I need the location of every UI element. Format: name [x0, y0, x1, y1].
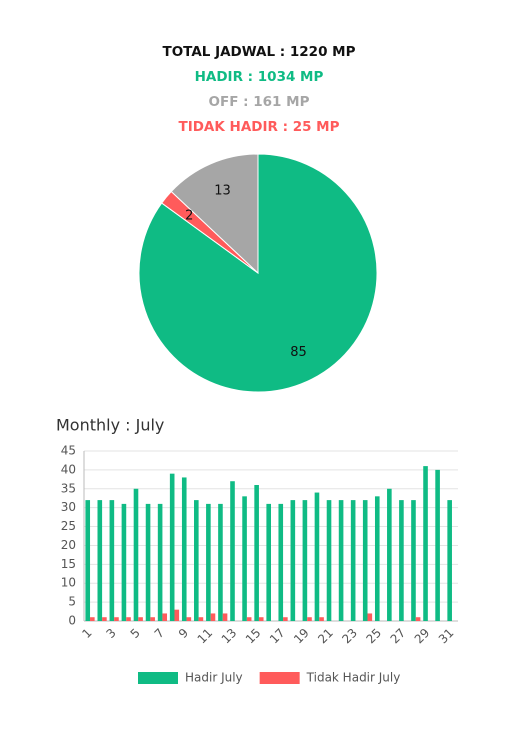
legend-swatch	[259, 672, 300, 684]
bar	[157, 503, 163, 621]
x-tick-label: 3	[103, 626, 118, 641]
x-tick-label: 21	[315, 626, 336, 647]
bar	[435, 469, 440, 621]
bar	[198, 617, 204, 621]
x-tick-label: 23	[339, 626, 360, 647]
y-tick-label: 15	[61, 557, 76, 571]
legend-label: Hadir July	[185, 671, 243, 685]
bar	[258, 617, 264, 621]
x-tick-label: 1	[79, 626, 94, 641]
hadir-text: HADIR : 1034 MP	[195, 69, 324, 85]
bar	[283, 617, 288, 621]
bar	[90, 617, 95, 621]
bar	[230, 481, 235, 621]
x-tick-label: 11	[195, 626, 216, 647]
bar	[242, 496, 247, 621]
bar	[186, 617, 192, 621]
bar	[194, 500, 199, 621]
bar	[415, 617, 421, 621]
bar	[210, 613, 216, 621]
x-tick-label: 17	[267, 626, 288, 647]
x-tick-label: 15	[243, 626, 264, 647]
y-tick-label: 45	[61, 444, 76, 458]
y-tick-label: 30	[61, 500, 76, 514]
x-tick-label: 29	[412, 626, 433, 647]
x-tick-label: 31	[436, 626, 457, 647]
x-tick-label: 25	[363, 626, 384, 647]
y-tick-label: 40	[61, 462, 76, 476]
off-text: OFF : 161 MP	[209, 94, 310, 110]
bar	[447, 500, 452, 621]
bar	[222, 613, 228, 621]
bar	[254, 485, 259, 621]
y-tick-label: 25	[61, 519, 76, 533]
y-tick-label: 0	[68, 614, 76, 628]
bar	[138, 617, 143, 621]
pie-label: 85	[290, 345, 307, 360]
bar	[85, 500, 91, 621]
bar	[387, 488, 392, 621]
bar	[362, 500, 368, 621]
bar	[399, 500, 404, 621]
bar	[218, 503, 223, 621]
bar	[109, 500, 115, 621]
bar	[338, 500, 344, 621]
bar	[133, 488, 139, 621]
pie-slice	[170, 153, 259, 275]
bar	[374, 496, 380, 621]
bar	[307, 617, 312, 621]
bar	[302, 500, 308, 621]
bar	[206, 503, 211, 621]
y-tick-label: 10	[61, 576, 76, 590]
bar	[290, 500, 296, 621]
x-tick-label: 9	[176, 626, 191, 641]
bar	[162, 613, 168, 621]
bar	[174, 609, 180, 621]
pie-label: 2	[185, 209, 193, 224]
bar	[169, 473, 175, 621]
y-tick-label: 20	[61, 538, 76, 552]
legend-swatch	[138, 672, 178, 684]
bar	[326, 500, 332, 621]
bar	[126, 617, 131, 621]
bar	[411, 500, 416, 621]
bar	[102, 617, 107, 621]
pie-label: 13	[214, 184, 231, 199]
bar	[121, 503, 127, 621]
bar	[246, 617, 252, 621]
chart-title: Monthly : July	[56, 416, 164, 435]
bar	[278, 503, 284, 621]
x-tick-label: 27	[388, 626, 409, 647]
bar	[145, 503, 151, 621]
bar	[423, 466, 428, 621]
y-tick-label: 35	[61, 481, 76, 495]
bar	[181, 477, 187, 621]
bar	[314, 492, 320, 621]
legend-label: Tidak Hadir July	[306, 671, 401, 685]
bar	[350, 500, 356, 621]
x-tick-label: 13	[219, 626, 240, 647]
total-text: TOTAL JADWAL : 1220 MP	[162, 44, 355, 60]
tidak-hadir-text: TIDAK HADIR : 25 MP	[178, 119, 339, 135]
x-tick-label: 19	[291, 626, 312, 647]
bar	[150, 617, 155, 621]
y-tick-label: 5	[68, 595, 76, 609]
bar	[97, 500, 103, 621]
bar	[114, 617, 119, 621]
x-tick-label: 5	[128, 626, 143, 641]
bar	[266, 503, 271, 621]
x-tick-label: 7	[152, 626, 167, 641]
bar	[319, 617, 324, 621]
bar	[367, 613, 373, 621]
